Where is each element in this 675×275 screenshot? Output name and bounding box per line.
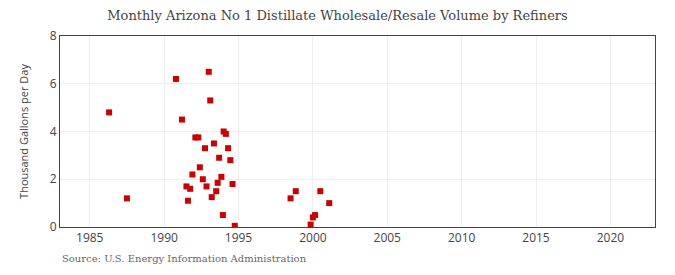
svg-text:2000: 2000: [299, 229, 327, 246]
svg-text:0: 0: [50, 218, 57, 235]
svg-text:2: 2: [50, 170, 57, 187]
svg-text:2015: 2015: [522, 229, 550, 246]
svg-text:Thousand Gallons per Day: Thousand Gallons per Day: [16, 64, 31, 199]
svg-text:1985: 1985: [76, 229, 104, 246]
svg-text:1990: 1990: [150, 229, 178, 246]
svg-text:2020: 2020: [597, 229, 625, 246]
svg-text:Source: U.S. Energy Informatio: Source: U.S. Energy Information Administ…: [62, 253, 307, 264]
svg-text:1995: 1995: [225, 229, 253, 246]
svg-text:4: 4: [50, 123, 57, 140]
svg-text:6: 6: [50, 75, 57, 92]
svg-text:Monthly Arizona No 1 Distillat: Monthly Arizona No 1 Distillate Wholesal…: [107, 8, 567, 23]
svg-text:2005: 2005: [374, 229, 402, 246]
svg-text:2010: 2010: [448, 229, 476, 246]
svg-text:8: 8: [50, 27, 57, 44]
